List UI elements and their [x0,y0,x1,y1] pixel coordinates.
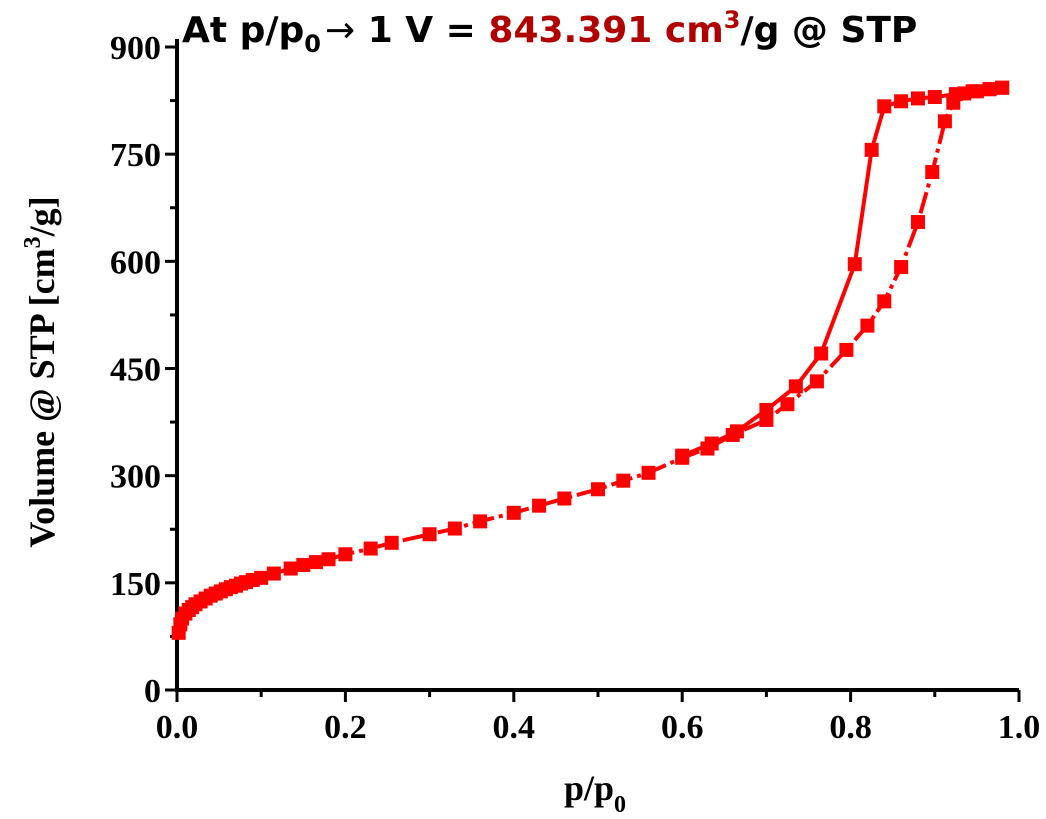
data-point-marker [675,448,690,463]
annotation-arrow: → [325,10,355,51]
data-point-marker [591,482,605,497]
data-point-marker [616,473,631,488]
data-point-marker [894,94,909,109]
data-point-marker [937,114,952,129]
x-axis-title-subscript: 0 [614,792,626,818]
tick-labels: 0.0 0.2 0.4 0.6 0.8 1.0 0 150 300 450 600 750 900 [110,30,1040,746]
annotation-text: At p/p0 → 1 V = 843.391 cm3/g @ STP [182,6,917,58]
annotation-suffix: /g @ STP [740,10,917,51]
data-point-marker [729,424,744,439]
data-point-marker [927,90,942,105]
y-axis-title: Volume @ STP [cm3/g] [20,196,62,547]
data-point-marker [965,84,980,99]
x-tick-label: 0.2 [324,709,367,746]
data-point-marker [809,374,824,389]
data-point-marker [864,142,879,157]
data-series [171,80,1010,640]
annotation-prefix: At p/p [182,10,304,51]
data-point-marker [759,402,774,417]
data-point-marker [422,527,437,542]
annotation-mid: 1 V = [355,10,488,51]
x-tick-label: 0.8 [829,709,872,746]
data-point-marker [447,521,462,536]
data-point-marker [847,257,862,272]
series-line [681,85,1003,458]
x-axis-title-main: p/p [564,768,614,808]
y-axis-title-superscript: 3 [20,236,46,248]
data-point-marker [877,99,892,114]
data-point-marker [283,561,298,576]
data-point-marker [506,505,521,520]
data-point-marker [557,491,572,506]
data-point-marker [982,82,997,97]
y-tick-label: 150 [110,566,161,603]
annotation-prefix-subscript: 0 [304,30,321,58]
y-tick-label: 600 [110,244,161,281]
data-point-marker [266,566,281,581]
data-point-marker [321,552,336,567]
x-tick-label: 0.4 [493,709,536,746]
data-point-marker [780,397,795,412]
data-point-marker [384,535,399,550]
y-axis-title-main: Volume @ STP [cm [22,248,62,547]
y-tick-label: 300 [110,459,161,496]
data-point-marker [473,514,488,529]
data-point-marker [704,436,719,451]
y-tick-label: 900 [110,30,161,67]
series-line [176,85,1003,634]
data-point-marker [910,215,925,230]
x-tick-label: 0.6 [661,709,704,746]
data-point-marker [894,260,909,275]
y-tick-label: 0 [144,673,161,710]
data-point-marker [532,498,547,513]
data-point-marker [788,379,803,394]
data-point-marker [839,342,854,357]
data-point-marker [338,547,353,562]
y-tick-label: 750 [110,137,161,174]
annotation-value: 843.391 cm [488,10,723,51]
data-point-marker [296,557,311,572]
data-point-marker [860,318,875,333]
data-point-marker [641,465,656,480]
x-axis-title: p/p0 [564,768,626,818]
data-point-marker [995,80,1010,95]
axes [165,39,1021,702]
data-point-marker [254,570,269,585]
data-point-marker [910,91,925,106]
data-point-marker [363,541,378,556]
data-point-marker [877,294,892,309]
annotation-value-superscript: 3 [724,6,741,34]
data-point-marker [925,165,940,180]
data-point-marker [948,87,963,102]
data-point-marker [814,346,829,361]
y-axis-title-tail: /g] [22,196,62,237]
x-tick-label: 1.0 [998,709,1041,746]
x-tick-label: 0.0 [156,709,199,746]
data-point-marker [308,555,323,570]
y-tick-label: 450 [110,352,161,389]
